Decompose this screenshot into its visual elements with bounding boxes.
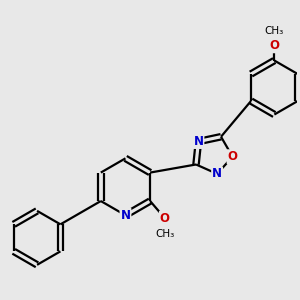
Text: O: O <box>269 39 279 52</box>
Text: CH₃: CH₃ <box>265 26 284 36</box>
Text: O: O <box>227 150 238 163</box>
Text: CH₃: CH₃ <box>155 230 175 239</box>
Text: O: O <box>160 212 170 225</box>
Text: N: N <box>212 167 222 180</box>
Text: N: N <box>121 209 130 222</box>
Text: N: N <box>194 135 203 148</box>
